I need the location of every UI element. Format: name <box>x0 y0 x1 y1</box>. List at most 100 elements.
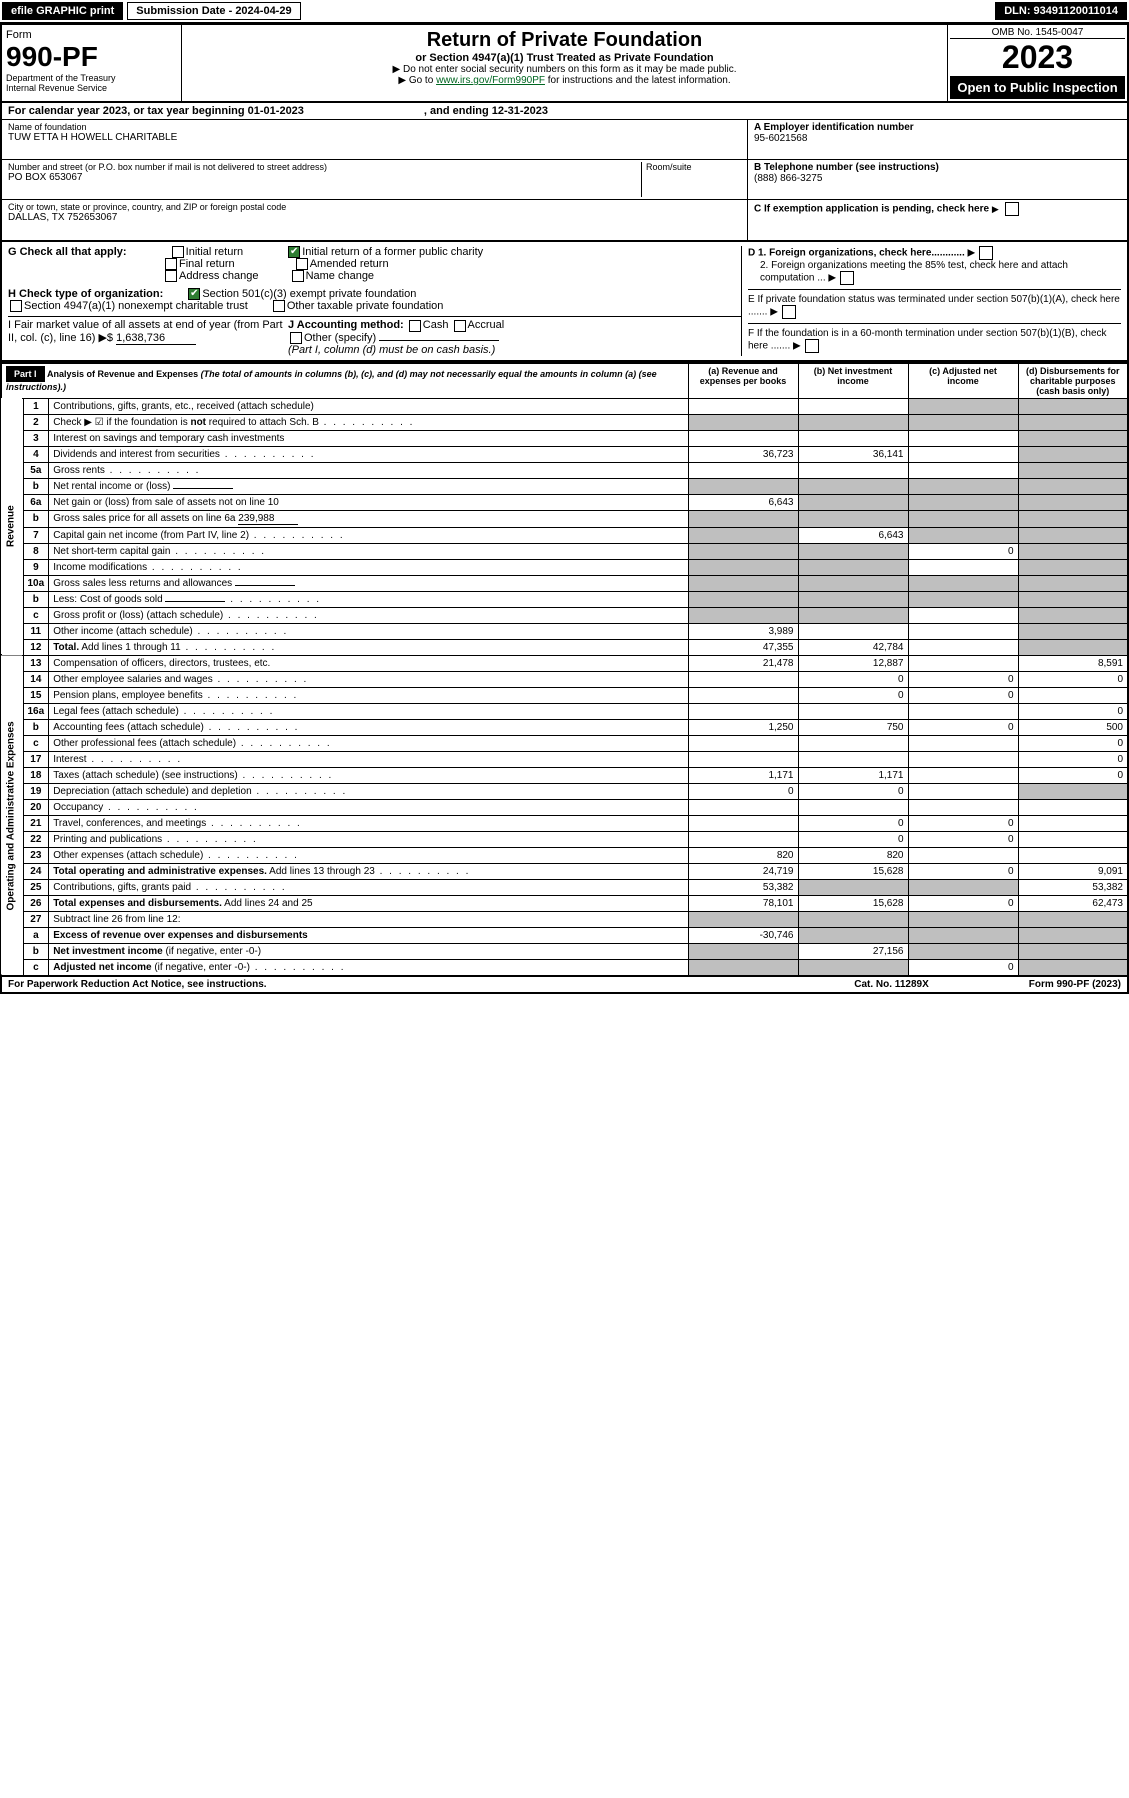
chk-cash[interactable] <box>409 320 421 332</box>
row-desc: Total. Add lines 1 through 11 <box>49 639 688 655</box>
table-row: 11Other income (attach schedule)3,989 <box>1 623 1128 639</box>
row-num: 13 <box>23 655 49 671</box>
row-desc: Contributions, gifts, grants, etc., rece… <box>49 398 688 414</box>
col-b: (b) Net investment income <box>798 363 908 399</box>
row-num: 14 <box>23 671 49 687</box>
note2: ▶ Go to www.irs.gov/Form990PF for instru… <box>186 75 943 86</box>
e-checkbox[interactable] <box>782 305 796 319</box>
chk-amended[interactable] <box>296 258 308 270</box>
table-row: 25Contributions, gifts, grants paid53,38… <box>1 879 1128 895</box>
table-row: 4Dividends and interest from securities3… <box>1 446 1128 462</box>
chk-501c3[interactable] <box>188 288 200 300</box>
city: DALLAS, TX 752653067 <box>8 212 741 223</box>
row-num: 25 <box>23 879 49 895</box>
row-num: 8 <box>23 543 49 559</box>
dept: Department of the Treasury <box>6 73 177 83</box>
row-num: 21 <box>23 815 49 831</box>
row-num: 18 <box>23 767 49 783</box>
table-row: 15Pension plans, employee benefits00 <box>1 687 1128 703</box>
row-desc: Check ▶ ☑ if the foundation is not requi… <box>49 414 688 430</box>
row-num: 9 <box>23 559 49 575</box>
row-desc: Adjusted net income (if negative, enter … <box>49 959 688 976</box>
table-row: 20Occupancy <box>1 799 1128 815</box>
irs: Internal Revenue Service <box>6 83 177 93</box>
chk-4947[interactable] <box>10 300 22 312</box>
row-desc: Interest <box>49 751 688 767</box>
f-checkbox[interactable] <box>805 339 819 353</box>
chk-former[interactable] <box>288 246 300 258</box>
open-public: Open to Public Inspection <box>950 76 1125 99</box>
chk-initial[interactable] <box>172 246 184 258</box>
instructions-link[interactable]: www.irs.gov/Form990PF <box>436 75 545 86</box>
row-desc: Other professional fees (attach schedule… <box>49 735 688 751</box>
row-desc: Net rental income or (loss) <box>49 478 688 494</box>
row-num: 12 <box>23 639 49 655</box>
row-desc: Capital gain net income (from Part IV, l… <box>49 527 688 543</box>
room-label: Room/suite <box>646 162 741 172</box>
col-d: (d) Disbursements for charitable purpose… <box>1018 363 1128 399</box>
row-num: 23 <box>23 847 49 863</box>
phone-label: B Telephone number (see instructions) <box>754 162 1121 173</box>
part1-label: Part I <box>6 366 45 382</box>
row-num: 3 <box>23 430 49 446</box>
chk-other-acct[interactable] <box>290 332 302 344</box>
table-row: 22Printing and publications00 <box>1 831 1128 847</box>
row-num: 1 <box>23 398 49 414</box>
row-desc: Other income (attach schedule) <box>49 623 688 639</box>
checks-block: G Check all that apply: Initial return I… <box>0 242 1129 362</box>
row-num: b <box>23 943 49 959</box>
row-num: 22 <box>23 831 49 847</box>
c-checkbox[interactable] <box>1005 202 1019 216</box>
d1-label: D 1. Foreign organizations, check here..… <box>748 248 965 259</box>
chk-other-tax[interactable] <box>273 300 285 312</box>
table-row: cGross profit or (loss) (attach schedule… <box>1 607 1128 623</box>
name-label: Name of foundation <box>8 122 741 132</box>
row-desc: Gross profit or (loss) (attach schedule) <box>49 607 688 623</box>
row-num: c <box>23 607 49 623</box>
g-row: G Check all that apply: Initial return I… <box>8 246 741 282</box>
row-desc: Interest on savings and temporary cash i… <box>49 430 688 446</box>
row-desc: Excess of revenue over expenses and disb… <box>49 927 688 943</box>
table-row: 18Taxes (attach schedule) (see instructi… <box>1 767 1128 783</box>
form-title: Return of Private Foundation <box>186 29 943 52</box>
d2-checkbox[interactable] <box>840 271 854 285</box>
row-num: c <box>23 735 49 751</box>
row-desc: Net investment income (if negative, ente… <box>49 943 688 959</box>
form-header: Form 990-PF Department of the Treasury I… <box>0 23 1129 103</box>
row-num: c <box>23 959 49 976</box>
table-row: 17Interest0 <box>1 751 1128 767</box>
d2-label: 2. Foreign organizations meeting the 85%… <box>760 260 1068 284</box>
table-row: bNet investment income (if negative, ent… <box>1 943 1128 959</box>
chk-final[interactable] <box>165 258 177 270</box>
side-label: Revenue <box>1 398 23 655</box>
city-label: City or town, state or province, country… <box>8 202 741 212</box>
row-desc: Depreciation (attach schedule) and deple… <box>49 783 688 799</box>
form-subtitle: or Section 4947(a)(1) Trust Treated as P… <box>186 52 943 64</box>
table-row: 3Interest on savings and temporary cash … <box>1 430 1128 446</box>
row-num: 5a <box>23 462 49 478</box>
phone: (888) 866-3275 <box>754 173 1121 184</box>
chk-addr[interactable] <box>165 270 177 282</box>
table-row: 12Total. Add lines 1 through 1147,35542,… <box>1 639 1128 655</box>
row-desc: Net short-term capital gain <box>49 543 688 559</box>
row-desc: Income modifications <box>49 559 688 575</box>
row-desc: Legal fees (attach schedule) <box>49 703 688 719</box>
efile-btn[interactable]: efile GRAPHIC print <box>2 2 123 20</box>
address: PO BOX 653067 <box>8 172 641 183</box>
f-label: F If the foundation is in a 60-month ter… <box>748 328 1107 352</box>
row-num: b <box>23 510 49 527</box>
col-a: (a) Revenue and expenses per books <box>688 363 798 399</box>
table-row: bLess: Cost of goods sold <box>1 591 1128 607</box>
c-label: C If exemption application is pending, c… <box>754 204 989 215</box>
chk-name[interactable] <box>292 270 304 282</box>
row-desc: Gross sales less returns and allowances <box>49 575 688 591</box>
table-row: aExcess of revenue over expenses and dis… <box>1 927 1128 943</box>
table-row: 9Income modifications <box>1 559 1128 575</box>
row-num: 27 <box>23 911 49 927</box>
fmv-value: 1,638,736 <box>116 332 196 345</box>
d1-checkbox[interactable] <box>979 246 993 260</box>
e-label: E If private foundation status was termi… <box>748 294 1120 318</box>
chk-accrual[interactable] <box>454 320 466 332</box>
table-row: 19Depreciation (attach schedule) and dep… <box>1 783 1128 799</box>
row-desc: Total operating and administrative expen… <box>49 863 688 879</box>
